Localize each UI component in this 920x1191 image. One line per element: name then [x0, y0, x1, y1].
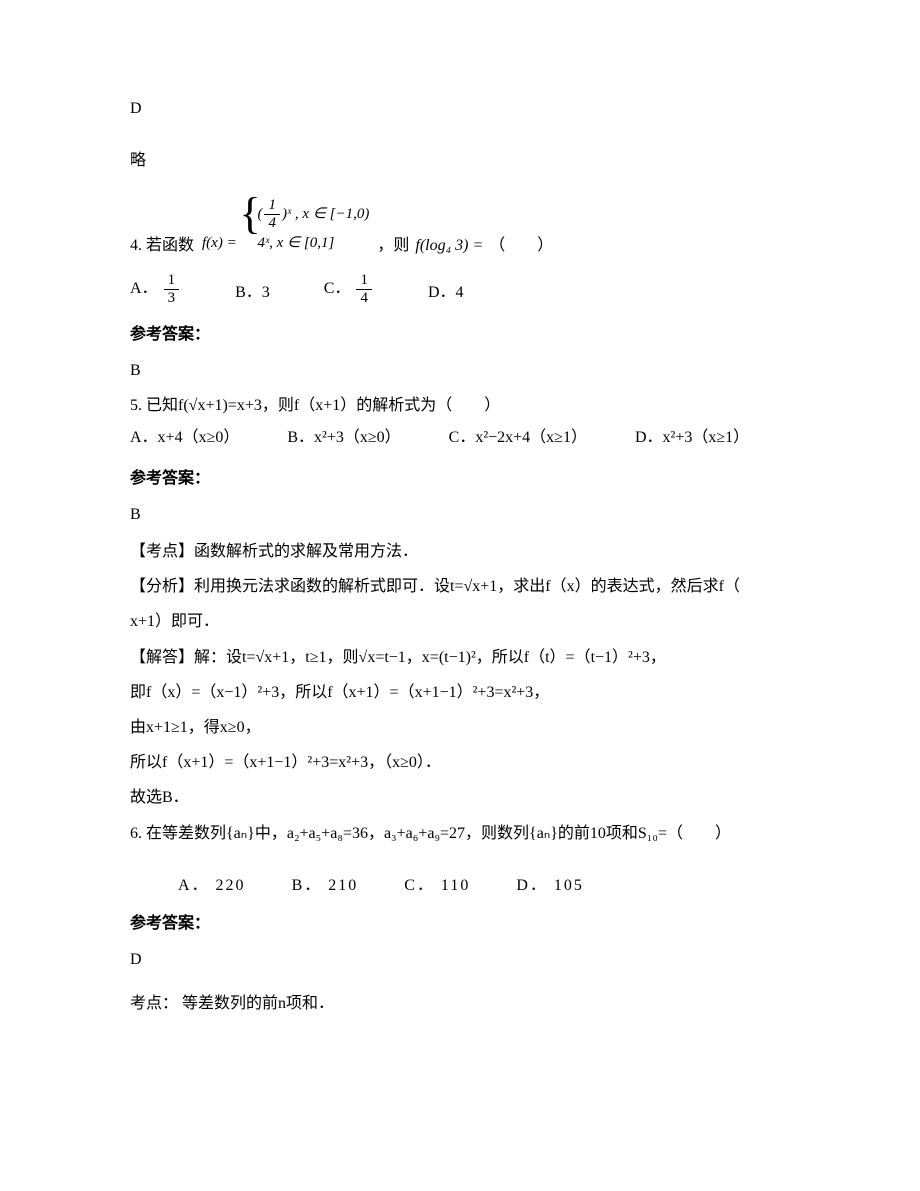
a-num: 1 [164, 273, 180, 290]
q4-opt-d: D．4 [428, 278, 464, 302]
opt-b-val: 3 [262, 284, 270, 301]
q5-opt-a: A．x+4（x≥0） [130, 422, 239, 454]
q4-mid: ，则 [377, 231, 409, 255]
q6-opt-d: D． 105 [516, 871, 584, 895]
c1-num: 1 [264, 198, 280, 215]
q5-fenxi-2: x+1）即可． [130, 604, 790, 639]
question-6: 6. 在等差数列{aₙ}中，a₂+a₅+a₈=36，a₃+a₆+a₉=27，则数… [130, 816, 790, 851]
q6-kaodian: 考点： 等差数列的前n项和． [130, 989, 790, 1013]
q5-answer: B [130, 506, 790, 524]
q5-jieda-3: 由x+1≥1，得x≥0， [130, 710, 790, 745]
lve-text: 略 [130, 146, 790, 170]
ref-answer-heading-1: 参考答案： [130, 320, 790, 344]
opt-d-label: D． [428, 284, 456, 301]
q5-jieda-1: 【解答】解：设t=√x+1，t≥1，则√x=t−1，x=(t−1)²，所以f（t… [130, 640, 790, 675]
opt-d-val: 4 [456, 284, 464, 301]
case1-open: ( [257, 206, 262, 222]
q4-piecewise: f(x) = (14)ˣ , x ∈ [−1,0) 4ˣ, x ∈ [0,1] [202, 198, 369, 255]
question-4: 4. 若函数 f(x) = (14)ˣ , x ∈ [−1,0) 4ˣ, x ∈… [130, 198, 790, 255]
case1-frac: 14 [264, 198, 280, 231]
previous-answer: D [130, 100, 790, 118]
fx-label: f(x) = [202, 235, 240, 251]
case-2: 4ˣ, x ∈ [0,1] [257, 231, 369, 255]
q6-opt-c: C． 110 [404, 871, 470, 895]
opt-a-frac: 13 [164, 273, 180, 306]
q5-options: A．x+4（x≥0） B．x²+3（x≥0） C．x²−2x+4（x≥1） D．… [130, 422, 790, 454]
fenxi-sqrt: √x+1 [463, 578, 497, 595]
a-den: 3 [164, 290, 180, 306]
q5-opt-b: B．x²+3（x≥0） [287, 422, 400, 454]
case-1: (14)ˣ , x ∈ [−1,0) [257, 198, 369, 231]
case1-rest: )ˣ , x ∈ [−1,0) [282, 206, 369, 222]
fenxi-b: ，求出f（x）的表达式，然后求f（ [497, 578, 740, 595]
q4-answer: B [130, 362, 790, 380]
q6-opt-b: B． 210 [292, 871, 359, 895]
jieda-c: ，所以f（t）=（t−1）²+3， [476, 649, 666, 666]
ref-answer-heading-3: 参考答案： [130, 909, 790, 933]
jieda-sqrt1: √x+1 [255, 649, 289, 666]
c-num: 1 [356, 273, 372, 290]
q4-opt-b: B．3 [235, 278, 270, 302]
q4-paren: （ ） [489, 231, 553, 255]
q6-options: A． 220 B． 210 C． 110 D． 105 [178, 871, 790, 895]
q5-opt-d: D．x²+3（x≥1） [635, 422, 749, 454]
q5-kaodian: 【考点】函数解析式的求解及常用方法． [130, 534, 790, 569]
fenxi-a: 【分析】利用换元法求函数的解析式即可．设t= [130, 578, 463, 595]
c1-den: 4 [264, 215, 280, 231]
opt-b-label: B． [235, 284, 262, 301]
opt-c-label: C． [324, 280, 351, 297]
jieda-sqrt2: √x=t−1，x=(t−1)² [359, 649, 476, 666]
q5-opt-c: C．x²−2x+4（x≥1） [449, 422, 587, 454]
q4-prefix: 4. 若函数 [130, 231, 194, 255]
q5-fenxi: 【分析】利用换元法求函数的解析式即可．设t=√x+1，求出f（x）的表达式，然后… [130, 569, 790, 604]
question-5: 5. 已知f(√x+1)=x+3，则f（x+1）的解析式为（ ） [130, 390, 790, 422]
q6-answer: D [130, 951, 790, 969]
jieda-b: ，t≥1，则 [289, 649, 358, 666]
q4-options: A． 13 B．3 C． 14 D．4 [130, 273, 790, 306]
q5-jieda-5: 故选B． [130, 780, 790, 815]
jieda-a: 【解答】解：设t= [130, 649, 255, 666]
q5-a: 5. 已知 [130, 397, 178, 414]
q5-b: ，则f（x+1）的解析式为（ ） [262, 397, 500, 414]
q4-opt-c: C． 14 [324, 273, 374, 306]
c-den: 4 [356, 290, 372, 306]
q5-jieda-2: 即f（x）=（x−1）²+3，所以f（x+1）=（x+1−1）²+3=x²+3， [130, 675, 790, 710]
opt-a-label: A． [130, 280, 158, 297]
cases-bracket: (14)ˣ , x ∈ [−1,0) 4ˣ, x ∈ [0,1] [240, 198, 369, 255]
ref-answer-heading-2: 参考答案： [130, 464, 790, 488]
q5-fx: f(√x+1)=x+3 [178, 397, 262, 414]
q6-opt-a: A． 220 [178, 871, 246, 895]
q4-flog: f(log₄ 3) = [415, 237, 483, 255]
opt-c-frac: 14 [356, 273, 372, 306]
q5-jieda-4: 所以f（x+1）=（x+1−1）²+3=x²+3，（x≥0）． [130, 745, 790, 780]
q4-opt-a: A． 13 [130, 273, 181, 306]
